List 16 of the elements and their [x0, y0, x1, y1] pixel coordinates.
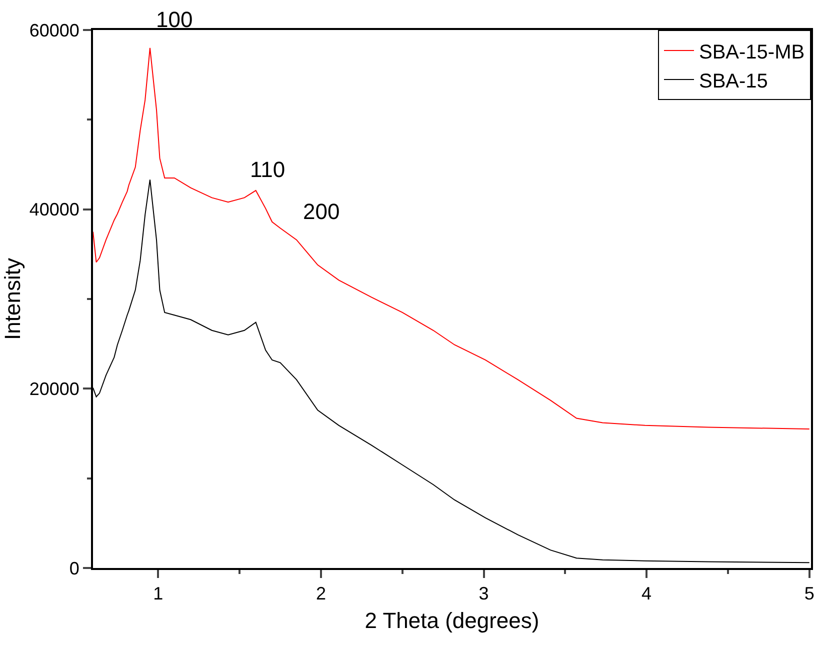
y-tick-label: 60000 [29, 20, 80, 40]
y-tick-label: 40000 [29, 200, 80, 220]
y-axis-title: Intensity [0, 258, 25, 340]
x-tick-label: 5 [804, 584, 814, 604]
x-tick-label: 1 [153, 584, 164, 604]
x-axis-title: 2 Theta (degrees) [364, 608, 540, 633]
annotation: 200 [303, 199, 340, 224]
y-tick-label: 0 [69, 558, 80, 578]
annotation: 110 [250, 157, 286, 182]
legend-label: SBA-15 [699, 70, 768, 92]
x-tick-label: 3 [478, 584, 489, 604]
legend-label: SBA-15-MB [699, 41, 805, 64]
y-tick-label: 20000 [29, 378, 80, 399]
annotation: 100 [156, 7, 193, 32]
x-tick-label: 4 [642, 584, 652, 604]
x-tick-label: 2 [316, 584, 326, 604]
